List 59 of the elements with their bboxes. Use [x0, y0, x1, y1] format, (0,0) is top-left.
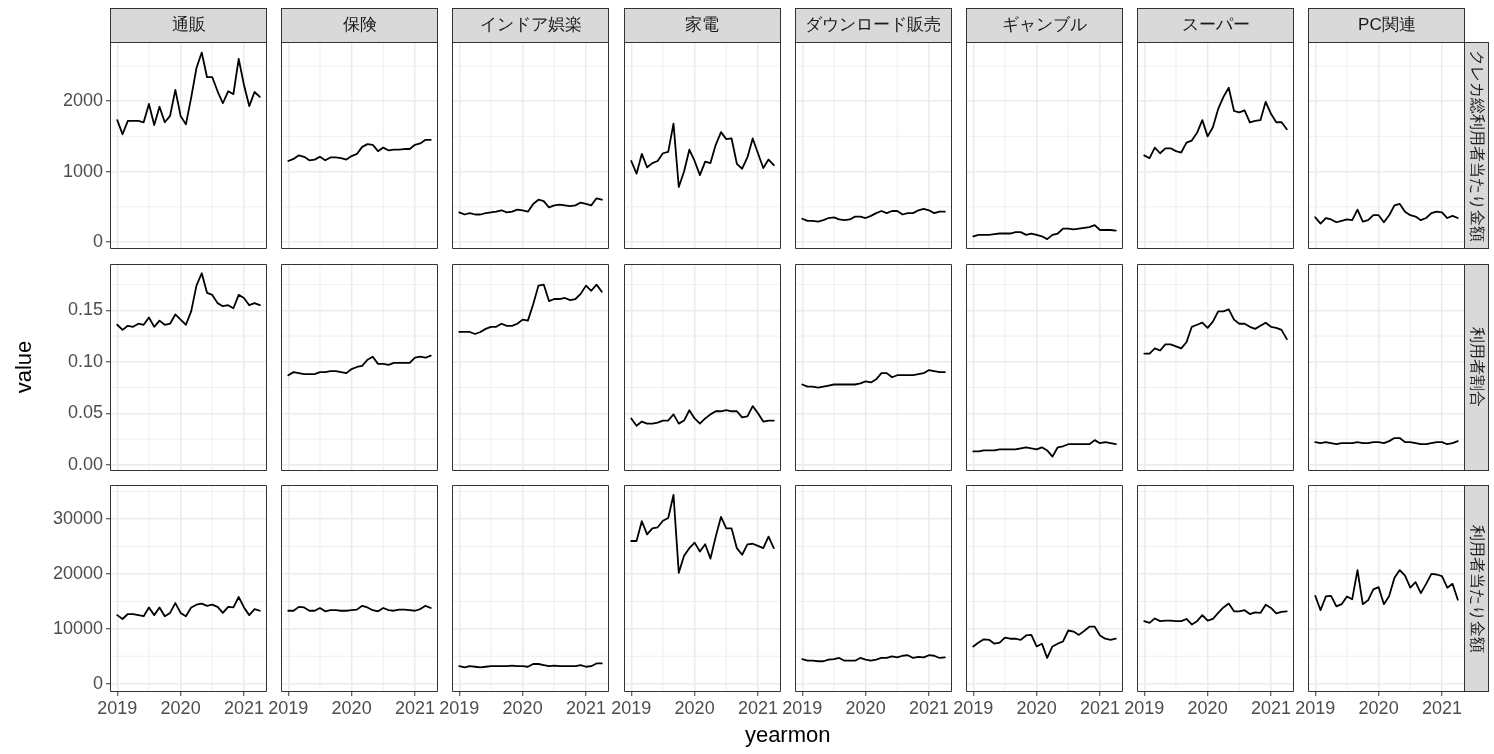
x-tick-label: 2020 — [1187, 697, 1228, 718]
x-tick-label: 2021 — [737, 697, 778, 718]
x-tick-label: 2020 — [331, 697, 372, 718]
x-tick-label: 2019 — [1295, 697, 1336, 718]
x-tick-label: 2020 — [845, 697, 886, 718]
x-tick-label: 2021 — [908, 697, 949, 718]
x-tick-label: 2021 — [566, 697, 607, 718]
x-tick-label: 2019 — [610, 697, 651, 718]
x-tick-label: 2019 — [97, 697, 138, 718]
side-header-box: 利用者割合 — [1464, 263, 1490, 471]
y-tick-label: 30000 — [52, 508, 103, 529]
header-box: 家電 — [623, 8, 781, 43]
x-tick-label: 2020 — [502, 697, 544, 718]
x-tick-label: 2020 — [674, 697, 715, 718]
side-header-box: 利用者当たり金額 — [1464, 485, 1490, 692]
x-tick-label: 2019 — [782, 697, 823, 718]
x-tick-label: 2021 — [1079, 697, 1120, 718]
header-box: ギャンブル — [966, 8, 1123, 43]
y-tick-label: 20000 — [52, 562, 103, 583]
y-tick-label: 0.00 — [67, 453, 103, 474]
x-tick-label: 2021 — [1251, 697, 1292, 718]
x-axis-title: yearmon — [744, 722, 831, 747]
y2-axis-title: 利用者割合 — [1468, 327, 1486, 407]
y-tick-label: 10000 — [52, 617, 103, 638]
x-tick-label: 2021 — [1422, 697, 1463, 718]
chart-title: 家電 — [685, 15, 720, 35]
chart-title: ダウンロード販売 — [805, 15, 942, 35]
header-box: PC関連 — [1308, 8, 1466, 43]
x-tick-label: 2019 — [1124, 697, 1165, 718]
chart-title: スーパー — [1181, 15, 1250, 35]
chart-title: 保険 — [342, 15, 377, 35]
chart-title: PC関連 — [1358, 15, 1416, 35]
y-axis-title: value — [11, 340, 36, 394]
header-box: ダウンロード販売 — [794, 8, 952, 43]
chart-title: ギャンブル — [1002, 15, 1087, 35]
header-box: 通販 — [110, 8, 267, 43]
y-tick-label: 0.10 — [67, 350, 103, 371]
x-tick-label: 2020 — [1358, 697, 1400, 718]
x-tick-label: 2019 — [953, 697, 994, 718]
y-tick-label: 0 — [92, 672, 103, 693]
y-tick-label: 0.05 — [67, 401, 103, 422]
y-tick-label: 0 — [92, 230, 103, 251]
side-header-box: クレカ総利用者当たり金額 — [1464, 42, 1490, 249]
y-tick-label: 2000 — [62, 90, 103, 111]
y-tick-label: 0.15 — [67, 298, 103, 319]
x-tick-label: 2021 — [395, 697, 436, 718]
header-box: スーパー — [1137, 8, 1295, 43]
x-tick-label: 2021 — [223, 697, 264, 718]
y-tick-label: 1000 — [62, 160, 103, 181]
x-tick-label: 2020 — [160, 697, 201, 718]
x-tick-label: 2019 — [268, 697, 309, 718]
header-box: 保険 — [281, 8, 439, 43]
y2-axis-title: クレカ総利用者当たり金額 — [1468, 49, 1486, 242]
chart-title: インドア娯楽 — [479, 15, 582, 35]
x-tick-label: 2020 — [1016, 697, 1057, 718]
y2-axis-title: 利用者当たり金額 — [1468, 524, 1486, 653]
x-tick-label: 2019 — [439, 697, 480, 718]
header-box: インドア娯楽 — [452, 8, 610, 43]
chart-title: 通販 — [171, 15, 206, 35]
